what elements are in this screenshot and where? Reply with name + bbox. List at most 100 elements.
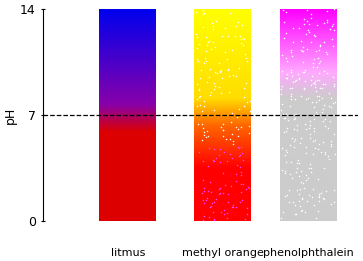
Point bbox=[284, 10, 289, 15]
Point bbox=[212, 45, 217, 50]
Point bbox=[300, 60, 306, 64]
Point bbox=[222, 26, 228, 30]
Point bbox=[202, 55, 208, 60]
Point bbox=[195, 104, 200, 108]
Point bbox=[323, 50, 329, 54]
Point bbox=[285, 193, 290, 198]
Point bbox=[328, 104, 334, 109]
Point bbox=[330, 100, 335, 105]
Point bbox=[331, 7, 337, 11]
Point bbox=[242, 217, 248, 222]
Point bbox=[223, 183, 228, 187]
Point bbox=[316, 192, 322, 196]
Point bbox=[324, 52, 330, 57]
Point bbox=[287, 86, 293, 91]
Point bbox=[213, 197, 219, 201]
Point bbox=[200, 138, 205, 142]
Point bbox=[321, 39, 327, 44]
Point bbox=[237, 33, 243, 38]
Point bbox=[279, 84, 285, 88]
Point bbox=[324, 9, 330, 13]
Point bbox=[302, 68, 308, 72]
Point bbox=[292, 79, 298, 83]
Point bbox=[310, 65, 316, 69]
Point bbox=[305, 96, 311, 100]
Point bbox=[229, 132, 234, 136]
Point bbox=[244, 100, 250, 104]
Point bbox=[299, 49, 305, 53]
Point bbox=[292, 212, 298, 216]
Point bbox=[317, 58, 323, 63]
Point bbox=[211, 217, 217, 221]
Point bbox=[217, 186, 223, 190]
Point bbox=[312, 146, 318, 150]
Point bbox=[314, 23, 320, 27]
Point bbox=[331, 132, 337, 136]
Point bbox=[303, 178, 309, 182]
Point bbox=[319, 109, 325, 114]
Point bbox=[321, 21, 327, 25]
Point bbox=[237, 165, 243, 169]
Point bbox=[238, 145, 244, 149]
Point bbox=[211, 108, 217, 112]
Point bbox=[216, 186, 222, 191]
Point bbox=[215, 71, 220, 75]
Point bbox=[291, 127, 297, 131]
Point bbox=[322, 150, 328, 155]
Point bbox=[217, 70, 223, 74]
Point bbox=[320, 119, 326, 123]
Point bbox=[246, 131, 252, 135]
Point bbox=[210, 27, 216, 31]
Point bbox=[315, 209, 321, 213]
Point bbox=[307, 137, 313, 141]
Point bbox=[201, 214, 207, 218]
Point bbox=[288, 70, 294, 74]
Point bbox=[304, 199, 310, 204]
Point bbox=[313, 110, 318, 115]
Point bbox=[193, 32, 199, 37]
Point bbox=[329, 24, 334, 28]
Point bbox=[220, 191, 226, 195]
Point bbox=[234, 163, 240, 167]
Point bbox=[309, 195, 315, 199]
Point bbox=[282, 171, 287, 175]
Point bbox=[225, 192, 231, 196]
Point bbox=[297, 187, 303, 191]
Point bbox=[195, 59, 201, 63]
Point bbox=[217, 68, 223, 73]
Point bbox=[203, 198, 209, 203]
Point bbox=[195, 34, 200, 39]
Point bbox=[238, 41, 244, 45]
Point bbox=[293, 78, 299, 82]
Point bbox=[289, 74, 295, 78]
Point bbox=[284, 150, 290, 155]
Point bbox=[297, 141, 303, 145]
Point bbox=[241, 37, 247, 41]
Point bbox=[218, 68, 224, 72]
Point bbox=[282, 169, 287, 173]
Point bbox=[243, 187, 249, 191]
Point bbox=[278, 216, 284, 220]
Point bbox=[289, 86, 295, 90]
Point bbox=[287, 143, 293, 147]
Point bbox=[238, 125, 244, 129]
Point bbox=[220, 122, 225, 126]
Point bbox=[308, 16, 314, 20]
Point bbox=[205, 189, 211, 194]
Point bbox=[309, 100, 315, 105]
Point bbox=[305, 8, 310, 12]
Point bbox=[296, 76, 302, 81]
Point bbox=[241, 182, 246, 186]
Point bbox=[285, 76, 290, 81]
Point bbox=[227, 152, 233, 156]
Point bbox=[298, 209, 304, 213]
Point bbox=[294, 161, 299, 165]
Point bbox=[283, 129, 289, 134]
Point bbox=[283, 31, 289, 35]
Point bbox=[319, 96, 325, 100]
Point bbox=[281, 8, 286, 12]
Point bbox=[293, 170, 299, 174]
Point bbox=[281, 20, 287, 24]
Point bbox=[204, 128, 210, 133]
Point bbox=[310, 187, 315, 191]
